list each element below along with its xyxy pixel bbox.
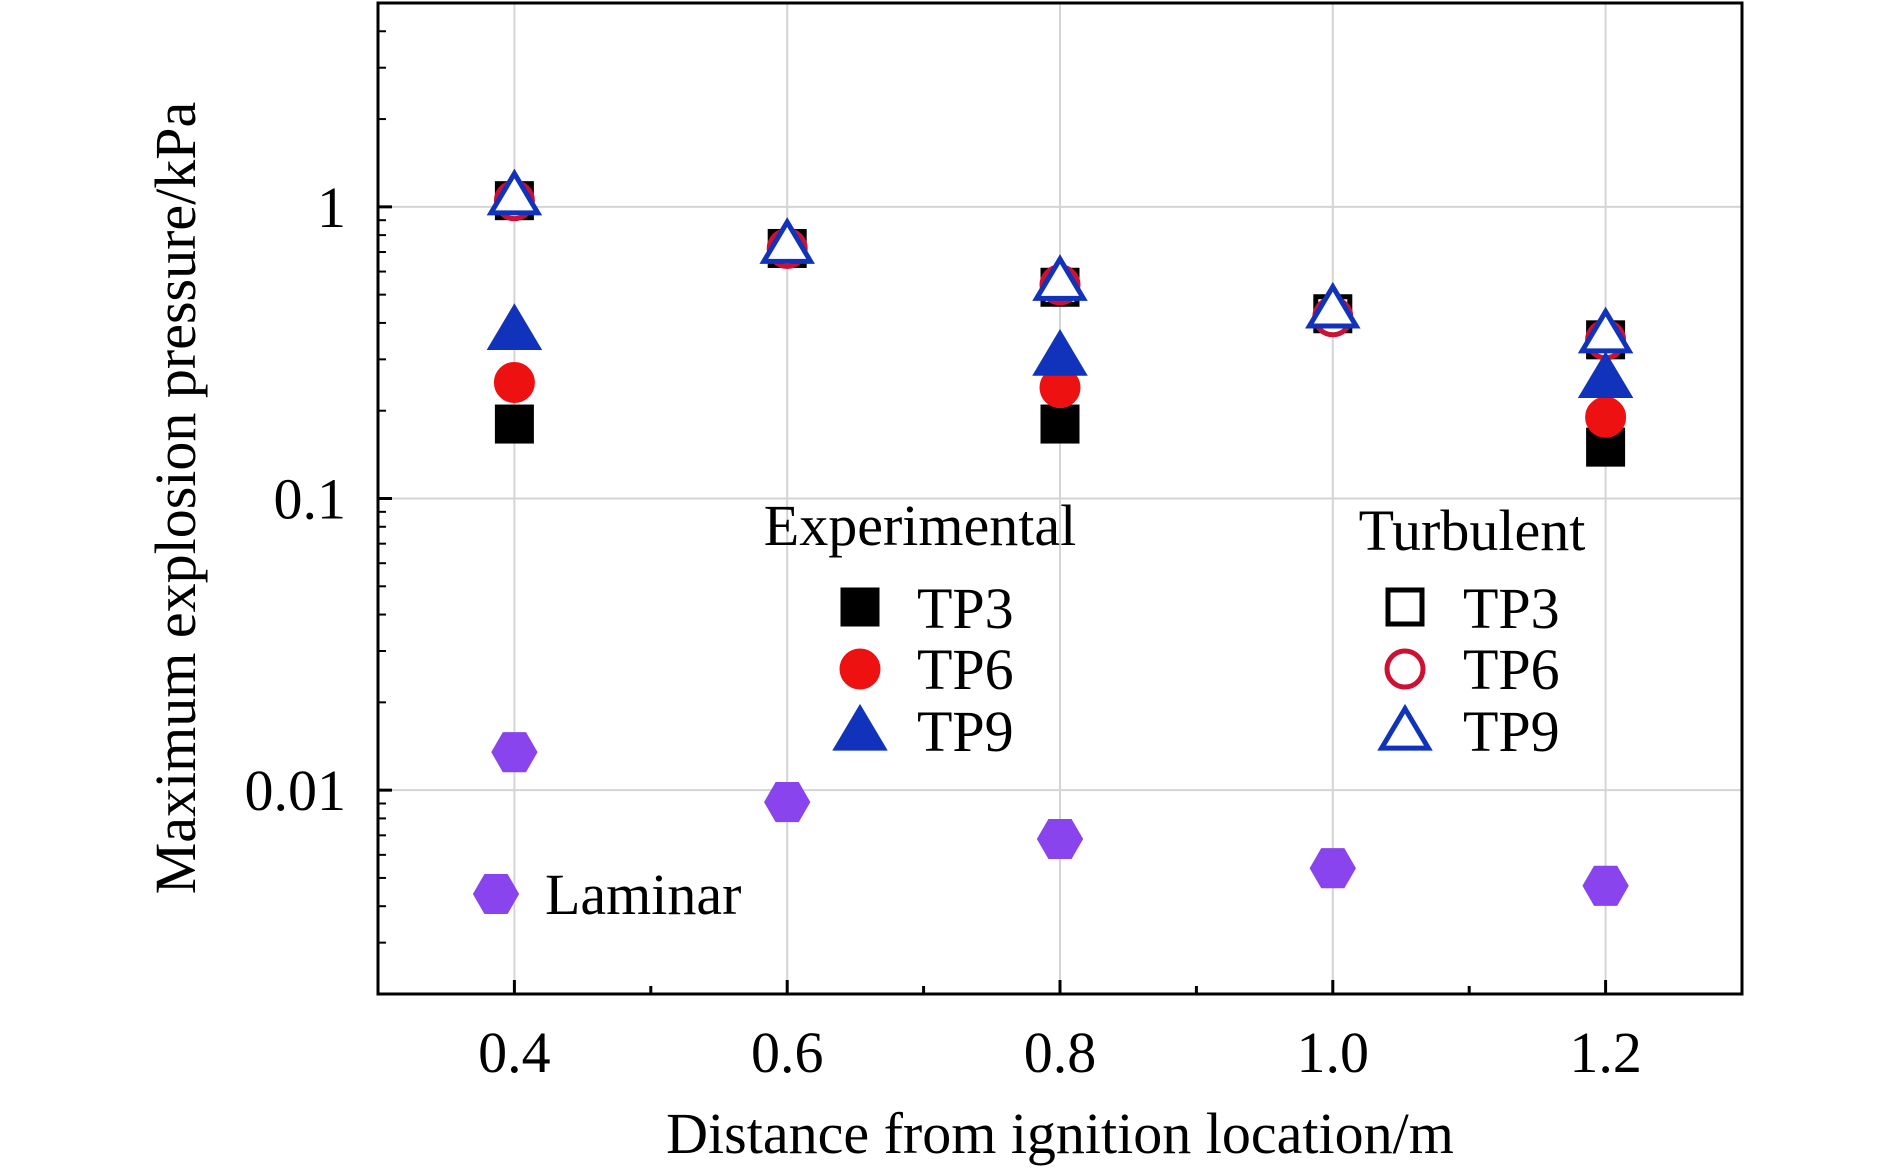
legend-marker-turbulent-tp6 <box>1384 648 1426 690</box>
y-ticks: 0.01 0.1 1 <box>245 175 392 823</box>
data-points <box>486 168 1634 906</box>
legend-label-turb-tp3: TP3 <box>1463 576 1560 641</box>
x-tick-label: 1.0 <box>1297 1020 1370 1085</box>
legend-marker-experimental-tp3 <box>840 587 880 627</box>
turbulent-tp9-point <box>1577 306 1634 354</box>
turbulent-tp9-point <box>1032 254 1088 301</box>
laminar-point <box>1036 818 1084 860</box>
y-tick-label: 0.1 <box>274 467 347 532</box>
legend-marker-turbulent-tp3 <box>1385 587 1425 627</box>
x-axis-title: Distance from ignition location/m <box>666 1101 1454 1166</box>
legend-marker-experimental-tp6 <box>839 648 881 690</box>
turbulent-tp9-point <box>759 217 815 264</box>
laminar-point <box>1582 865 1629 906</box>
turbulent-tp9-point <box>486 168 543 216</box>
x-tick-label: 0.6 <box>751 1020 824 1085</box>
y-tick-label: 1 <box>317 175 346 240</box>
y-axis-title: Maximum explosion pressure/kPa <box>143 102 208 895</box>
experimental-tp3-point <box>1040 404 1080 444</box>
x-tick-label: 1.2 <box>1569 1020 1642 1085</box>
laminar-point <box>1309 848 1356 889</box>
turbulent-tp9-point <box>1305 281 1361 329</box>
legend-marker-laminar <box>472 873 520 915</box>
experimental-tp6-point <box>493 361 535 403</box>
legend-label-exp-tp9: TP9 <box>917 699 1014 764</box>
y-tick-label: 0.01 <box>245 758 347 823</box>
x-tick-label: 0.4 <box>478 1020 551 1085</box>
laminar-point <box>491 732 538 773</box>
experimental-tp9-point <box>1577 351 1634 399</box>
legend-label-exp-tp3: TP3 <box>917 576 1014 641</box>
experimental-tp6-point <box>1585 396 1627 438</box>
experimental-tp9-point <box>486 303 543 350</box>
legend-label-turb-tp9: TP9 <box>1463 699 1560 764</box>
x-ticks: 0.4 0.6 0.8 1.0 1.2 <box>478 980 1642 1085</box>
grid <box>378 3 1742 994</box>
legend-marker-experimental-tp9 <box>832 703 888 751</box>
legend-marker-turbulent-tp9 <box>1377 703 1433 751</box>
legend-title-turbulent: Turbulent <box>1359 498 1586 563</box>
legend-title-experimental: Experimental <box>764 493 1076 558</box>
laminar-point <box>764 782 811 823</box>
legend-markers <box>472 587 1433 915</box>
legend-label-turb-tp6: TP6 <box>1463 637 1560 702</box>
legend-label-exp-tp6: TP6 <box>917 637 1014 702</box>
x-tick-label: 0.8 <box>1024 1020 1097 1085</box>
experimental-tp9-point <box>1032 329 1088 376</box>
experimental-tp3-point <box>494 404 534 444</box>
legend-label-laminar: Laminar <box>545 862 741 927</box>
legend: Experimental Turbulent TP3 TP6 TP9 TP3 T… <box>472 493 1586 927</box>
